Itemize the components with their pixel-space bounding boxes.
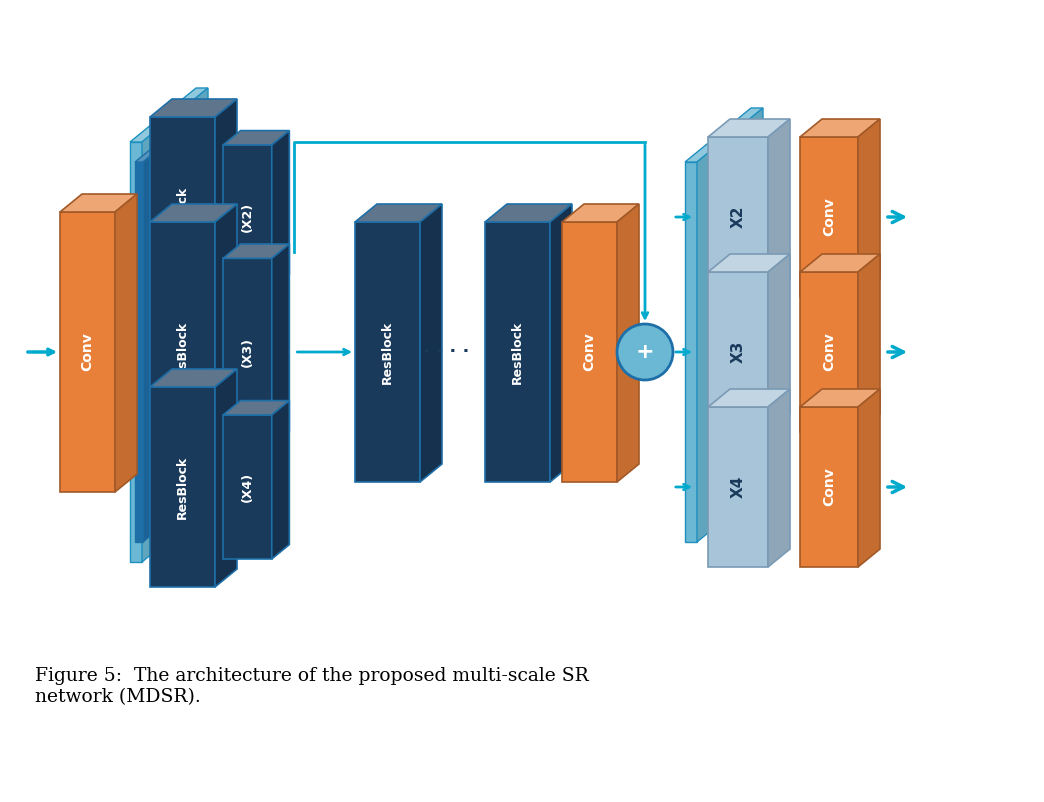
- Polygon shape: [223, 401, 289, 415]
- Polygon shape: [485, 222, 550, 482]
- Polygon shape: [562, 204, 639, 222]
- Polygon shape: [223, 244, 289, 258]
- Polygon shape: [708, 407, 768, 567]
- Polygon shape: [150, 99, 237, 117]
- Text: Conv: Conv: [822, 333, 836, 371]
- Polygon shape: [223, 415, 271, 559]
- Polygon shape: [800, 119, 880, 137]
- Text: X3: X3: [731, 341, 745, 363]
- Polygon shape: [768, 254, 790, 432]
- Text: ResBlock: ResBlock: [511, 320, 524, 383]
- Polygon shape: [858, 254, 880, 432]
- Polygon shape: [708, 254, 790, 272]
- Text: · · · · ·: · · · · ·: [410, 343, 470, 361]
- Polygon shape: [708, 272, 768, 432]
- Text: Conv: Conv: [583, 333, 596, 371]
- Text: Conv: Conv: [822, 197, 836, 237]
- Polygon shape: [150, 369, 237, 387]
- Polygon shape: [150, 117, 215, 317]
- Text: Conv: Conv: [822, 468, 836, 506]
- Text: Figure 5:  The architecture of the proposed multi-scale SR
network (MDSR).: Figure 5: The architecture of the propos…: [35, 667, 589, 706]
- Polygon shape: [60, 194, 137, 212]
- Polygon shape: [420, 204, 442, 482]
- Polygon shape: [355, 204, 442, 222]
- Polygon shape: [115, 194, 137, 492]
- Text: ResBlock: ResBlock: [176, 456, 189, 519]
- Polygon shape: [800, 389, 880, 407]
- Polygon shape: [708, 389, 790, 407]
- Text: ResBlock: ResBlock: [381, 320, 394, 383]
- Polygon shape: [685, 162, 697, 542]
- Circle shape: [617, 324, 673, 380]
- Polygon shape: [485, 204, 572, 222]
- Polygon shape: [271, 244, 289, 446]
- Text: (X2): (X2): [241, 202, 254, 232]
- Polygon shape: [768, 389, 790, 567]
- Polygon shape: [858, 119, 880, 297]
- Polygon shape: [800, 272, 858, 432]
- Polygon shape: [800, 254, 880, 272]
- Polygon shape: [708, 119, 790, 137]
- Polygon shape: [135, 162, 143, 542]
- Polygon shape: [150, 222, 215, 482]
- Polygon shape: [708, 137, 768, 297]
- Polygon shape: [60, 212, 115, 492]
- Polygon shape: [858, 389, 880, 567]
- Polygon shape: [768, 119, 790, 297]
- Polygon shape: [215, 369, 237, 587]
- Polygon shape: [130, 142, 142, 562]
- Polygon shape: [223, 145, 271, 289]
- Polygon shape: [271, 401, 289, 559]
- Polygon shape: [271, 131, 289, 289]
- Polygon shape: [550, 204, 572, 482]
- Text: X2: X2: [731, 206, 745, 229]
- Text: X4: X4: [731, 476, 745, 498]
- Polygon shape: [697, 108, 763, 542]
- Text: Conv: Conv: [80, 333, 95, 371]
- Polygon shape: [223, 258, 271, 446]
- Polygon shape: [617, 204, 639, 482]
- Polygon shape: [562, 222, 617, 482]
- Text: (X3): (X3): [241, 337, 254, 367]
- Polygon shape: [150, 204, 237, 222]
- Text: ResBlock: ResBlock: [176, 185, 189, 249]
- Polygon shape: [130, 88, 208, 142]
- Polygon shape: [143, 126, 187, 542]
- Polygon shape: [800, 137, 858, 297]
- Polygon shape: [223, 131, 289, 145]
- Text: ResBlock: ResBlock: [176, 320, 189, 383]
- Polygon shape: [355, 222, 420, 482]
- Polygon shape: [150, 387, 215, 587]
- Polygon shape: [685, 108, 763, 162]
- Polygon shape: [135, 126, 187, 162]
- Polygon shape: [142, 88, 208, 562]
- Polygon shape: [215, 99, 237, 317]
- Text: (X4): (X4): [241, 472, 254, 502]
- Text: +: +: [636, 342, 655, 362]
- Polygon shape: [215, 204, 237, 482]
- Polygon shape: [800, 407, 858, 567]
